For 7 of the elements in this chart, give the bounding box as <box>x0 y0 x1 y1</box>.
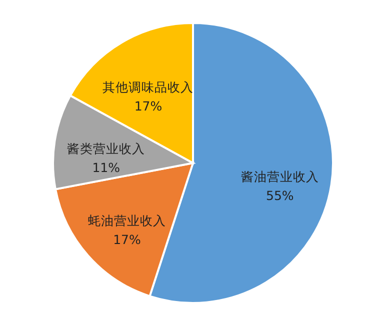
slice-label: 酱类营业收入 <box>67 141 146 156</box>
data-label: 17% <box>134 98 162 114</box>
data-label: 55% <box>266 188 294 203</box>
slice-label: 酱油营业收入 <box>240 168 319 184</box>
data-label: 17% <box>113 232 141 248</box>
data-label: 11% <box>92 160 120 176</box>
slice-label: 蚝油营业收入 <box>88 213 166 228</box>
